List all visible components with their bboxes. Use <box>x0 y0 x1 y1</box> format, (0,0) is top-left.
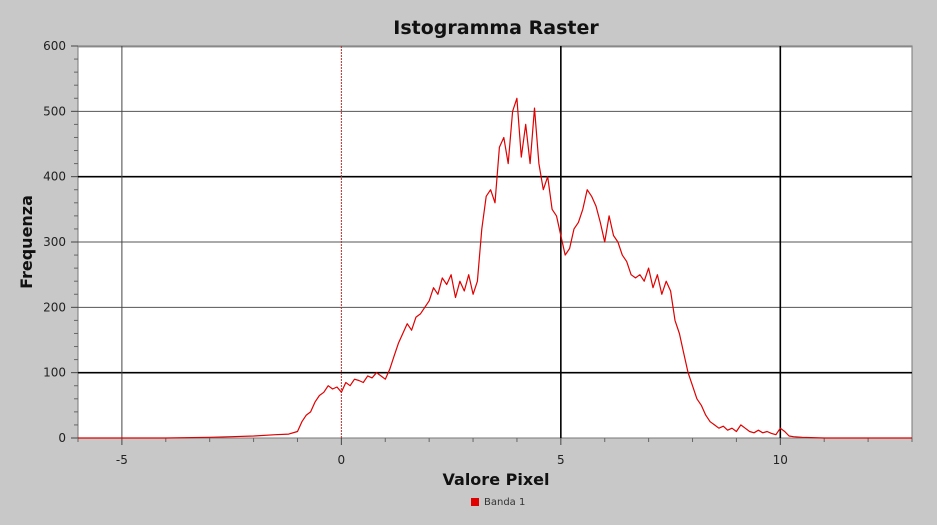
axis-layer: 0 100 200 300 400 500 600 -5 0 5 10 <box>43 39 913 467</box>
y-tick-label: 200 <box>43 300 66 314</box>
y-tick-label: 100 <box>43 366 66 380</box>
y-tick-label: 300 <box>43 235 66 249</box>
legend: Banda 1 <box>471 497 525 508</box>
x-axis-label: Valore Pixel <box>443 470 550 489</box>
x-tick-label: -5 <box>116 453 128 467</box>
y-tick-label: 0 <box>58 431 66 445</box>
y-axis-label: Frequenza <box>17 195 36 289</box>
legend-swatch <box>471 498 479 506</box>
x-tick-label: 5 <box>557 453 565 467</box>
y-tick-label: 600 <box>43 39 66 53</box>
legend-label: Banda 1 <box>484 497 525 508</box>
y-tick-label: 500 <box>43 104 66 118</box>
series-layer <box>78 97 912 439</box>
grid-layer <box>78 46 912 438</box>
x-tick-label: 0 <box>338 453 346 467</box>
x-tick-label: 10 <box>773 453 788 467</box>
y-tick-label: 400 <box>43 170 66 184</box>
chart-title: Istogramma Raster <box>393 17 599 39</box>
series-line-1 <box>78 97 912 439</box>
